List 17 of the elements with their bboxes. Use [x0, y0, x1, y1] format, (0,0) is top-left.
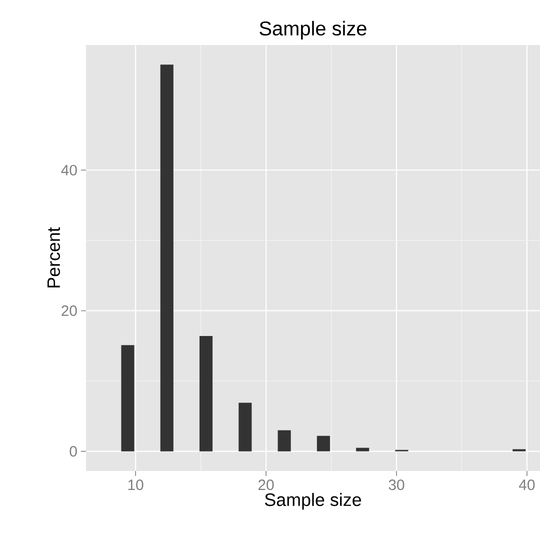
bar	[121, 345, 134, 452]
y-tick-label: 20	[62, 305, 77, 316]
bar	[238, 402, 252, 452]
y-axis-title: Percent	[48, 227, 60, 288]
x-tick-label: 30	[388, 480, 404, 490]
x-tick-label: 10	[128, 480, 144, 490]
bar	[356, 448, 370, 452]
y-tick-label: 40	[61, 164, 77, 176]
y-tick-label: 0	[70, 446, 77, 457]
x-axis-title: Sample size	[264, 492, 362, 510]
bar	[316, 436, 330, 452]
chart-title: Sample size	[260, 20, 366, 40]
bar	[160, 64, 174, 452]
bar	[200, 336, 213, 452]
bar	[278, 430, 291, 452]
x-tick-label: 20	[258, 480, 274, 490]
x-tick-label: 40	[518, 480, 535, 490]
